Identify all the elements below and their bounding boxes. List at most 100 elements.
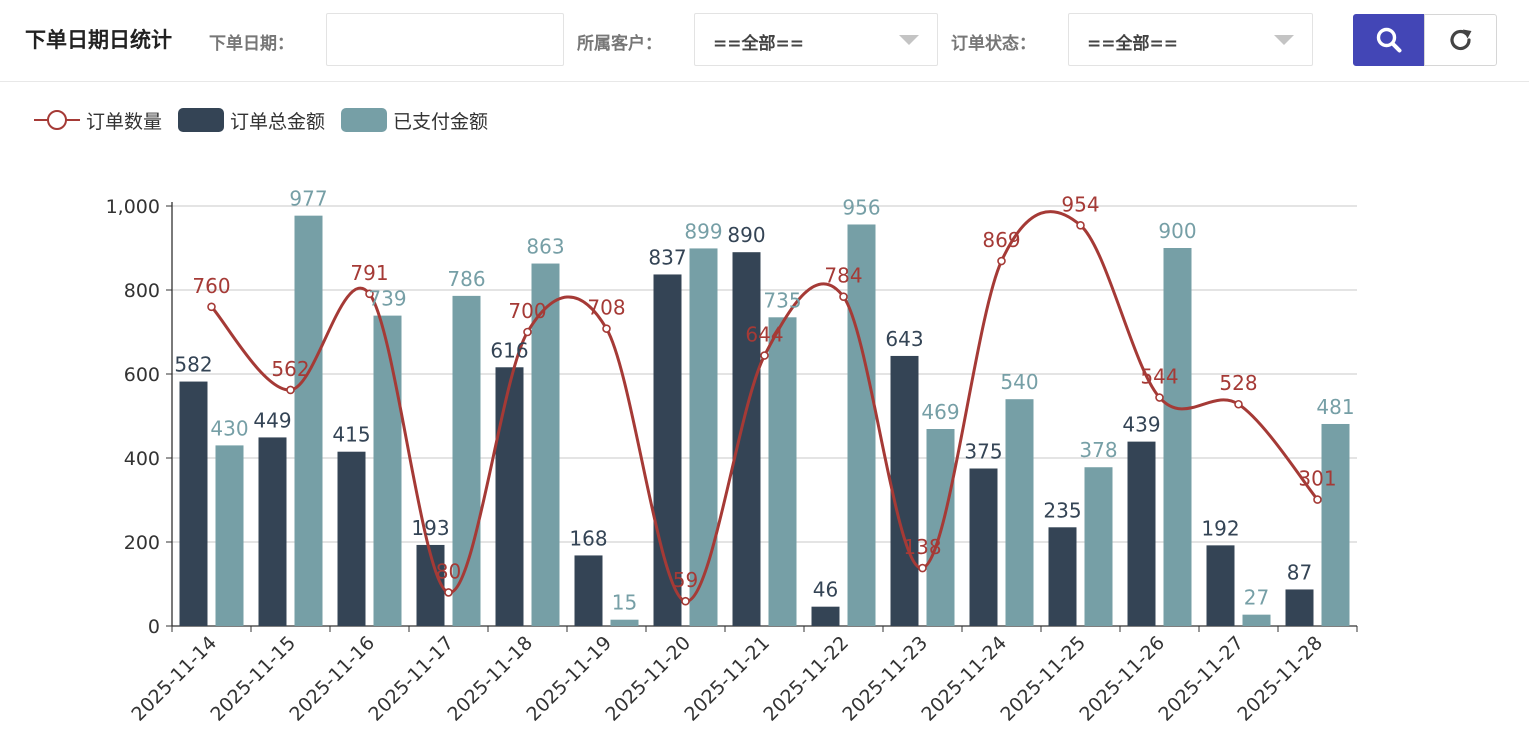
- bar-data-label: 449: [253, 408, 291, 432]
- bar-data-label: 375: [964, 440, 1002, 464]
- bar-data-label: 900: [1158, 219, 1196, 243]
- legend-label: 订单数量: [86, 110, 163, 133]
- line-data-label: 791: [350, 261, 388, 285]
- bar: [890, 355, 919, 626]
- bar: [258, 437, 287, 626]
- bar: [294, 215, 323, 626]
- chevron-down-icon: [1274, 35, 1294, 45]
- line-data-label: 138: [903, 535, 941, 559]
- refresh-button[interactable]: [1424, 14, 1497, 66]
- line-data-label: 708: [587, 296, 625, 320]
- bar-data-label: 439: [1122, 413, 1160, 437]
- bar-data-label: 890: [727, 223, 765, 247]
- bar: [1163, 248, 1192, 626]
- bar: [610, 619, 639, 626]
- bar-data-label: 168: [569, 526, 607, 550]
- line-point: [602, 324, 611, 333]
- bar: [337, 451, 366, 626]
- line-series: [210, 210, 1319, 603]
- line-data-label: 301: [1298, 467, 1336, 491]
- bar-data-label: 235: [1043, 498, 1081, 522]
- bar: [811, 606, 840, 626]
- chart-legend: 订单数量 订单总金额 已支付金额: [34, 104, 504, 136]
- bar-data-label: 739: [368, 287, 406, 311]
- y-tick-label: 1,000: [106, 196, 160, 218]
- line-point: [681, 596, 690, 606]
- bar-data-label: 378: [1079, 438, 1117, 462]
- chevron-down-icon: [899, 35, 919, 45]
- legend-swatch: [34, 110, 80, 130]
- bar: [1127, 441, 1156, 626]
- bar-data-label: 899: [684, 219, 722, 243]
- legend-item[interactable]: 订单总金额: [178, 107, 325, 134]
- line-point: [523, 327, 532, 337]
- bar-data-label: 616: [490, 338, 528, 362]
- line-data-label: 954: [1061, 192, 1099, 216]
- y-tick-label: 0: [148, 616, 160, 638]
- line-data-label: 784: [824, 264, 862, 288]
- bar: [1048, 527, 1077, 626]
- date-label: 下单日期：: [209, 34, 294, 54]
- bar: [373, 315, 402, 626]
- customer-select[interactable]: ==全部==: [694, 13, 938, 66]
- bar-data-label: 192: [1201, 516, 1239, 540]
- line-point: [1155, 393, 1164, 402]
- bar-data-label: 87: [1287, 560, 1312, 584]
- bar: [1206, 545, 1235, 626]
- line-data-label: 644: [745, 323, 783, 347]
- y-tick-label: 400: [124, 448, 160, 470]
- line-data-label: 760: [192, 274, 230, 298]
- bar: [1005, 399, 1034, 626]
- status-select-value: ==全部==: [1087, 34, 1178, 54]
- line-point: [760, 351, 769, 360]
- line-point: [444, 588, 453, 597]
- bar: [1285, 589, 1314, 626]
- refresh-icon: [1449, 29, 1471, 51]
- search-icon: [1376, 27, 1402, 53]
- line-data-label: 700: [508, 299, 546, 323]
- bar-data-label: 415: [332, 423, 370, 447]
- y-tick-label: 800: [124, 280, 160, 302]
- bar: [1084, 467, 1113, 626]
- line-point: [1313, 495, 1322, 504]
- bar: [574, 555, 603, 626]
- bar: [969, 468, 998, 626]
- legend-item[interactable]: 订单数量: [34, 107, 162, 134]
- bar-data-label: 735: [763, 288, 801, 312]
- line-point: [365, 289, 374, 299]
- line-point: [918, 563, 927, 573]
- legend-item[interactable]: 已支付金额: [341, 107, 488, 134]
- line-data-label: 59: [673, 568, 698, 592]
- bar: [495, 367, 524, 626]
- bar-data-label: 15: [612, 591, 637, 615]
- line-data-label: 528: [1219, 371, 1257, 395]
- bar: [452, 295, 481, 626]
- bar-data-label: 430: [210, 416, 248, 440]
- line-point: [286, 385, 295, 395]
- line-point: [1234, 399, 1243, 409]
- y-tick-label: 600: [124, 364, 160, 386]
- bar-data-label: 540: [1000, 370, 1038, 394]
- bar-data-label: 481: [1316, 395, 1354, 419]
- page-title: 下单日期日统计: [25, 28, 172, 52]
- bar-data-label: 956: [842, 195, 880, 219]
- bar-data-label: 837: [648, 245, 686, 269]
- bar: [768, 317, 797, 626]
- line-point: [997, 256, 1006, 266]
- status-select[interactable]: ==全部==: [1068, 13, 1313, 66]
- legend-swatch: [178, 108, 225, 132]
- filter-toolbar: 下单日期日统计 下单日期： 所属客户： ==全部== 订单状态： ==全部==: [0, 0, 1529, 82]
- line-data-label: 544: [1140, 365, 1178, 389]
- bar: [1321, 423, 1350, 626]
- line-data-label: 562: [271, 357, 309, 381]
- x-tick-label: 2025-11-28: [1233, 632, 1327, 726]
- search-button[interactable]: [1353, 14, 1425, 66]
- bar: [847, 224, 876, 627]
- bar: [732, 252, 761, 626]
- line-data-label: 80: [436, 559, 461, 583]
- bar-data-label: 786: [447, 267, 485, 291]
- y-tick-label: 200: [124, 532, 160, 554]
- line-point: [839, 292, 848, 302]
- date-input[interactable]: [326, 13, 564, 66]
